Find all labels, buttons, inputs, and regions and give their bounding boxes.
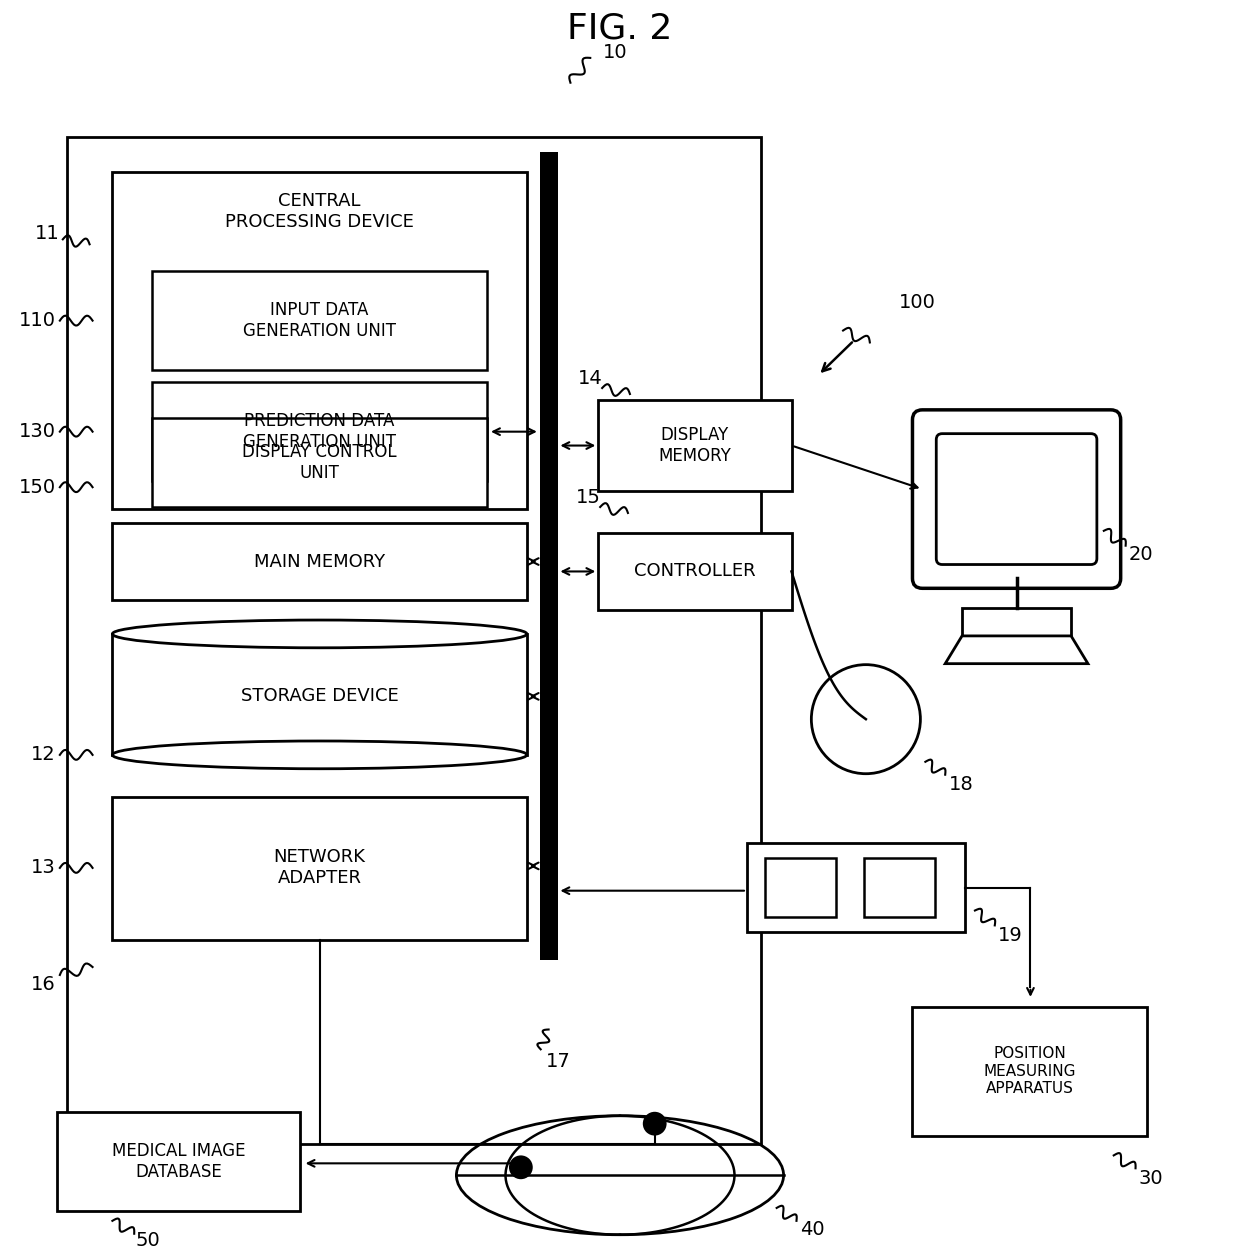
Text: 15: 15	[575, 487, 600, 507]
Text: 12: 12	[31, 745, 56, 765]
Bar	[539, 151, 558, 960]
Text: 17: 17	[546, 1052, 570, 1070]
Bar	[962, 608, 1071, 636]
Bar	[57, 1112, 300, 1211]
Text: 11: 11	[35, 224, 60, 243]
Circle shape	[508, 1156, 533, 1179]
Text: DISPLAY CONTROL
UNIT: DISPLAY CONTROL UNIT	[242, 443, 397, 482]
Text: 40: 40	[800, 1221, 825, 1239]
Bar	[67, 138, 761, 1143]
Polygon shape	[945, 636, 1087, 664]
Text: 50: 50	[135, 1231, 160, 1251]
Bar	[153, 382, 487, 481]
Text: 110: 110	[19, 312, 56, 331]
Text: NETWORK
ADAPTER: NETWORK ADAPTER	[274, 849, 366, 888]
Text: CENTRAL
PROCESSING DEVICE: CENTRAL PROCESSING DEVICE	[226, 192, 414, 230]
Text: 10: 10	[603, 44, 627, 63]
Text: MAIN MEMORY: MAIN MEMORY	[254, 552, 386, 571]
Bar	[874, 700, 908, 737]
Text: DISPLAY
MEMORY: DISPLAY MEMORY	[658, 426, 730, 464]
Text: 19: 19	[998, 925, 1023, 945]
Bar	[825, 700, 857, 737]
Text: MEDICAL IMAGE
DATABASE: MEDICAL IMAGE DATABASE	[112, 1142, 246, 1181]
Bar	[746, 843, 965, 933]
Bar	[113, 796, 527, 940]
Circle shape	[642, 1112, 667, 1136]
Bar	[765, 858, 836, 918]
Bar	[153, 270, 487, 371]
Text: STORAGE DEVICE: STORAGE DEVICE	[241, 687, 398, 705]
Ellipse shape	[113, 620, 527, 647]
FancyBboxPatch shape	[913, 409, 1121, 588]
Bar	[153, 418, 487, 507]
Text: INPUT DATA
GENERATION UNIT: INPUT DATA GENERATION UNIT	[243, 302, 396, 341]
Text: 150: 150	[19, 478, 56, 497]
Bar	[113, 172, 527, 510]
Bar	[113, 634, 527, 755]
Text: 30: 30	[1138, 1168, 1163, 1188]
Text: CONTROLLER: CONTROLLER	[634, 562, 755, 581]
Text: 130: 130	[19, 422, 56, 441]
Circle shape	[811, 665, 920, 774]
Text: 20: 20	[1128, 545, 1153, 565]
FancyBboxPatch shape	[936, 433, 1097, 565]
Bar	[598, 533, 791, 610]
Ellipse shape	[113, 741, 527, 769]
Text: 14: 14	[578, 368, 603, 388]
Bar	[598, 399, 791, 491]
Text: 18: 18	[949, 775, 973, 794]
Text: 100: 100	[899, 293, 936, 312]
Bar	[113, 523, 527, 600]
Text: 13: 13	[31, 859, 56, 878]
Text: FIG. 2: FIG. 2	[568, 11, 672, 45]
Text: PREDICTION DATA
GENERATION UNIT: PREDICTION DATA GENERATION UNIT	[243, 412, 396, 451]
Bar	[864, 858, 935, 918]
Bar	[913, 1007, 1147, 1136]
Text: 16: 16	[31, 975, 56, 994]
Text: POSITION
MEASURING
APPARATUS: POSITION MEASURING APPARATUS	[983, 1047, 1076, 1096]
